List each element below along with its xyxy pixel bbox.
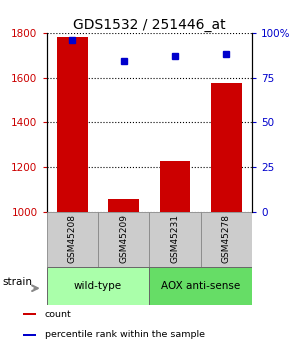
Text: AOX anti-sense: AOX anti-sense	[161, 282, 240, 291]
Bar	[149, 267, 252, 305]
Bar	[201, 212, 252, 267]
Bar	[160, 160, 191, 212]
Text: count: count	[45, 309, 71, 318]
Bar	[46, 267, 149, 305]
Text: GSM45231: GSM45231	[170, 214, 179, 263]
Bar	[108, 199, 139, 212]
Bar	[23, 334, 36, 336]
Text: GSM45278: GSM45278	[222, 214, 231, 263]
Text: percentile rank within the sample: percentile rank within the sample	[45, 330, 205, 339]
Title: GDS1532 / 251446_at: GDS1532 / 251446_at	[73, 18, 226, 32]
Text: GSM45208: GSM45208	[68, 214, 77, 263]
Bar	[57, 37, 88, 212]
Text: wild-type: wild-type	[74, 282, 122, 291]
Bar	[211, 83, 242, 212]
Bar	[149, 212, 201, 267]
Bar	[98, 212, 149, 267]
Text: strain: strain	[2, 277, 32, 287]
Bar	[46, 212, 98, 267]
Bar	[23, 313, 36, 315]
Text: GSM45209: GSM45209	[119, 214, 128, 263]
